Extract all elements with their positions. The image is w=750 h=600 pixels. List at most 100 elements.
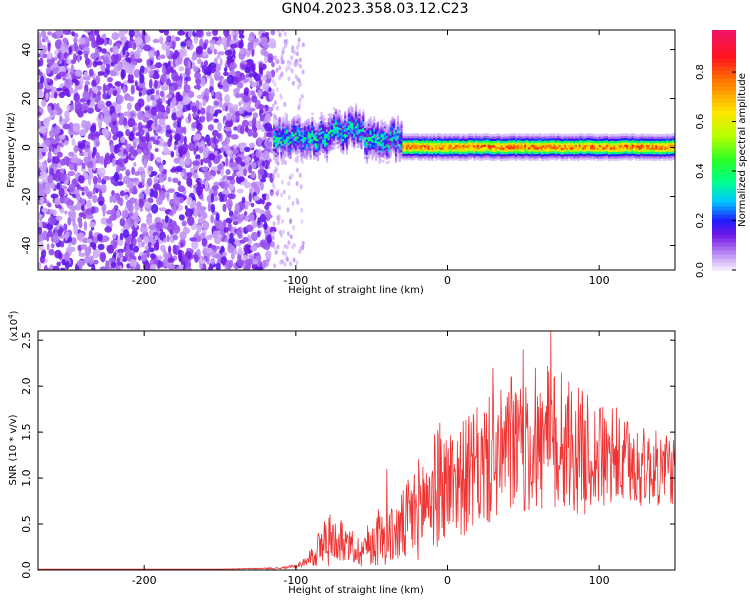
heatmap-cell (296, 138, 299, 141)
heatmap-cell (216, 133, 221, 139)
heatmap-cell (291, 144, 294, 148)
heatmap-cell (228, 183, 235, 191)
heatmap-cell (431, 149, 434, 153)
heatmap-cell (244, 264, 250, 270)
heatmap-cell (316, 149, 319, 153)
heatmap-cell (376, 121, 379, 125)
heatmap-cell (289, 219, 293, 225)
heatmap-cell (300, 127, 303, 131)
heatmap-cell (446, 151, 449, 155)
heatmap-cell (424, 158, 427, 161)
heatmap-cell (517, 133, 520, 136)
heatmap-cell (393, 129, 396, 133)
heatmap-cell (391, 147, 394, 151)
heatmap-cell (276, 138, 279, 142)
heatmap-cell (289, 123, 292, 126)
heatmap-cell (324, 144, 327, 147)
heatmap-cell (267, 214, 273, 219)
heatmap-cell (513, 142, 516, 145)
heatmap-cell (199, 259, 206, 265)
heatmap-cell (214, 100, 220, 106)
heatmap-cell (294, 157, 298, 163)
heatmap-cell (375, 122, 378, 126)
heatmap-cell (89, 221, 96, 228)
heatmap-cell (562, 158, 565, 162)
heatmap-cell (145, 216, 153, 226)
heatmap-cell (475, 153, 478, 156)
heatmap-cell (476, 138, 480, 141)
heatmap-cell (347, 129, 350, 133)
heatmap-cell (506, 143, 509, 146)
heatmap-cell (324, 133, 327, 136)
heatmap-cell (398, 156, 401, 160)
heatmap-cell (291, 135, 294, 139)
heatmap-cell (544, 146, 547, 150)
heatmap-cell (292, 257, 296, 263)
heatmap-cell (304, 121, 307, 124)
heatmap-cell (475, 137, 478, 141)
heatmap-cell (371, 144, 374, 148)
heatmap-cell (438, 137, 441, 141)
heatmap-cell (460, 158, 463, 161)
heatmap-cell (402, 133, 405, 137)
heatmap-cell (458, 142, 461, 146)
heatmap-cell (597, 145, 600, 148)
heatmap-cell (324, 128, 327, 132)
heatmap-cell (385, 144, 389, 147)
heatmap-cell (511, 153, 514, 156)
heatmap-cell (573, 143, 576, 146)
heatmap-cell (329, 115, 332, 118)
heatmap-cell (70, 157, 78, 163)
heatmap-cell (447, 149, 450, 152)
heatmap-cell (396, 121, 399, 125)
heatmap-cell (242, 95, 250, 103)
heatmap-cell (438, 151, 441, 154)
heatmap-cell (273, 126, 276, 130)
heatmap-cell (276, 149, 279, 153)
heatmap-cell (172, 97, 177, 106)
heatmap-cell (387, 153, 390, 157)
heatmap-cell (573, 147, 576, 151)
heatmap-cell (119, 232, 124, 241)
heatmap-cell (251, 220, 258, 228)
heatmap-cell (195, 99, 200, 109)
heatmap-cell (64, 52, 68, 59)
heatmap-cell (311, 150, 314, 153)
heatmap-cell (358, 144, 361, 147)
heatmap-cell (466, 136, 469, 140)
heatmap-cell (440, 158, 443, 161)
heatmap-cell (540, 138, 543, 142)
heatmap-cell (495, 136, 498, 139)
heatmap-cell (351, 118, 354, 121)
heatmap-cell (396, 119, 399, 123)
heatmap-cell (244, 146, 251, 152)
heatmap-cell (45, 85, 53, 90)
heatmap-cell (460, 138, 463, 142)
heatmap-cell (411, 151, 414, 154)
heatmap-cell (280, 158, 283, 161)
heatmap-cell (314, 156, 318, 159)
heatmap-cell (560, 154, 563, 157)
heatmap-cell (242, 236, 249, 243)
heatmap-cell (182, 254, 189, 263)
heatmap-cell (382, 159, 385, 163)
heatmap-cell (38, 261, 42, 270)
heatmap-cell (567, 146, 571, 150)
heatmap-cell (144, 34, 151, 43)
heatmap-cell (49, 208, 54, 215)
heatmap-cell (356, 136, 359, 140)
heatmap-cell (49, 265, 53, 270)
heatmap-cell (373, 127, 376, 130)
heatmap-cell (569, 156, 572, 159)
heatmap-cell (376, 145, 379, 149)
heatmap-cell (186, 172, 193, 178)
heatmap-cell (200, 115, 206, 122)
heatmap-cell (314, 142, 318, 146)
heatmap-cell (380, 123, 383, 127)
heatmap-cell (500, 136, 503, 140)
heatmap-cell (566, 145, 569, 148)
heatmap-cell (171, 40, 176, 50)
heatmap-cell (558, 146, 561, 150)
heatmap-cell (418, 151, 421, 155)
heatmap-cell (103, 72, 108, 78)
